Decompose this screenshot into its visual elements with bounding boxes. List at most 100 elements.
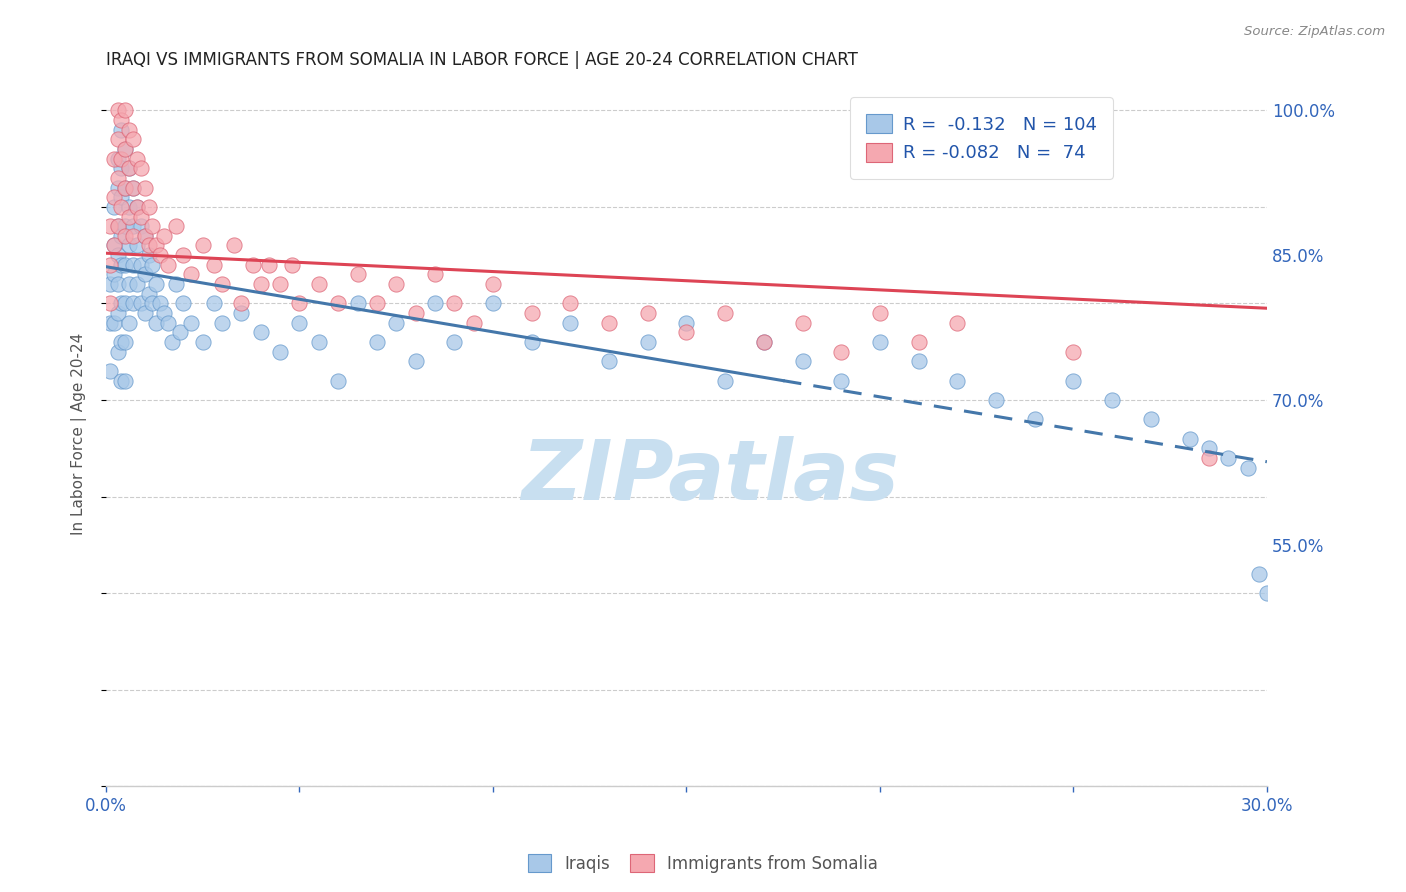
Point bbox=[103, 152, 125, 166]
Point bbox=[118, 210, 141, 224]
Point bbox=[107, 219, 129, 234]
Point bbox=[107, 170, 129, 185]
Point bbox=[103, 190, 125, 204]
Point bbox=[122, 219, 145, 234]
Point bbox=[1249, 566, 1271, 581]
Point bbox=[110, 258, 132, 272]
Point bbox=[869, 334, 891, 349]
Point bbox=[98, 316, 121, 330]
Point bbox=[118, 200, 141, 214]
Point bbox=[122, 180, 145, 194]
Point bbox=[242, 258, 264, 272]
Point bbox=[1275, 470, 1298, 484]
Point bbox=[110, 122, 132, 136]
Point bbox=[1024, 412, 1046, 426]
Point bbox=[172, 248, 194, 262]
Point bbox=[269, 277, 291, 291]
Point bbox=[907, 354, 929, 368]
Point bbox=[149, 248, 172, 262]
Point bbox=[138, 200, 160, 214]
Point bbox=[129, 161, 152, 176]
Point bbox=[1198, 441, 1220, 455]
Point bbox=[122, 180, 145, 194]
Point bbox=[114, 219, 136, 234]
Point bbox=[114, 142, 136, 156]
Point bbox=[405, 354, 427, 368]
Point bbox=[114, 142, 136, 156]
Point bbox=[110, 112, 132, 127]
Point bbox=[222, 238, 245, 252]
Point bbox=[122, 132, 145, 146]
Point bbox=[129, 296, 152, 310]
Point bbox=[675, 326, 697, 340]
Point bbox=[110, 152, 132, 166]
Point bbox=[249, 326, 271, 340]
Point bbox=[138, 286, 160, 301]
Point bbox=[984, 392, 1007, 407]
Point bbox=[675, 316, 697, 330]
Point bbox=[191, 238, 214, 252]
Legend: Iraqis, Immigrants from Somalia: Iraqis, Immigrants from Somalia bbox=[522, 847, 884, 880]
Point bbox=[125, 238, 148, 252]
Point bbox=[752, 334, 775, 349]
Point bbox=[211, 277, 233, 291]
Point bbox=[98, 296, 121, 310]
Point bbox=[107, 306, 129, 320]
Point bbox=[107, 248, 129, 262]
Point bbox=[103, 200, 125, 214]
Text: IRAQI VS IMMIGRANTS FROM SOMALIA IN LABOR FORCE | AGE 20-24 CORRELATION CHART: IRAQI VS IMMIGRANTS FROM SOMALIA IN LABO… bbox=[105, 51, 858, 69]
Point bbox=[98, 258, 121, 272]
Point bbox=[114, 334, 136, 349]
Point bbox=[830, 344, 852, 359]
Point bbox=[1295, 490, 1317, 504]
Point bbox=[202, 296, 225, 310]
Point bbox=[328, 374, 350, 388]
Point bbox=[129, 210, 152, 224]
Point bbox=[423, 268, 446, 282]
Point bbox=[1236, 460, 1258, 475]
Point bbox=[122, 258, 145, 272]
Point bbox=[156, 258, 179, 272]
Point bbox=[118, 161, 141, 176]
Point bbox=[752, 334, 775, 349]
Point bbox=[110, 161, 132, 176]
Point bbox=[114, 258, 136, 272]
Text: Source: ZipAtlas.com: Source: ZipAtlas.com bbox=[1244, 25, 1385, 38]
Point bbox=[114, 180, 136, 194]
Point bbox=[169, 326, 191, 340]
Point bbox=[308, 334, 330, 349]
Point bbox=[405, 306, 427, 320]
Point bbox=[202, 258, 225, 272]
Point bbox=[114, 296, 136, 310]
Point bbox=[125, 200, 148, 214]
Point bbox=[107, 219, 129, 234]
Point bbox=[118, 161, 141, 176]
Point bbox=[463, 316, 485, 330]
Point bbox=[308, 277, 330, 291]
Point bbox=[103, 316, 125, 330]
Point bbox=[482, 296, 505, 310]
Point bbox=[107, 152, 129, 166]
Point bbox=[134, 228, 156, 243]
Point bbox=[946, 316, 969, 330]
Point bbox=[714, 374, 737, 388]
Point bbox=[443, 334, 465, 349]
Y-axis label: In Labor Force | Age 20-24: In Labor Force | Age 20-24 bbox=[72, 333, 87, 535]
Point bbox=[114, 103, 136, 118]
Point bbox=[118, 316, 141, 330]
Point bbox=[165, 219, 187, 234]
Point bbox=[714, 306, 737, 320]
Point bbox=[637, 306, 659, 320]
Point bbox=[110, 374, 132, 388]
Point bbox=[366, 296, 388, 310]
Point bbox=[153, 228, 176, 243]
Point bbox=[288, 296, 311, 310]
Point bbox=[385, 277, 408, 291]
Point bbox=[110, 190, 132, 204]
Point bbox=[107, 277, 129, 291]
Point bbox=[160, 334, 183, 349]
Point bbox=[288, 316, 311, 330]
Point bbox=[129, 219, 152, 234]
Point bbox=[172, 296, 194, 310]
Point bbox=[269, 344, 291, 359]
